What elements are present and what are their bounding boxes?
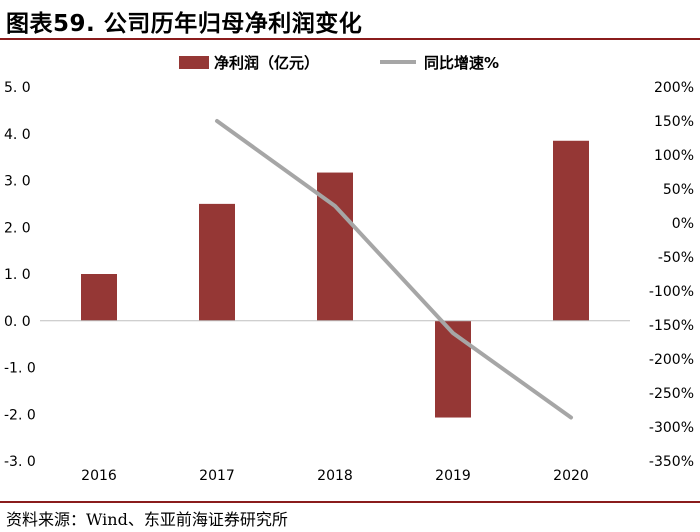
legend-bar-swatch [179,56,209,69]
bar-2017 [199,203,235,321]
legend-bar-label: 净利润（亿元） [214,54,319,72]
left-tick-label: -3. 0 [4,454,36,470]
right-tick-label: -250% [649,386,694,402]
line-point-2019 [451,331,455,335]
right-tick-label: -350% [649,454,694,470]
x-tick-label: 2016 [81,468,117,484]
x-tick-label: 2019 [435,468,471,484]
left-axis: 5. 0 4. 0 3. 0 2. 0 1. 0 0. 0 -1. 0 -2. 0 -3. 0 [4,80,36,470]
x-tick-label: 2018 [317,468,353,484]
left-tick-label: 4. 0 [4,127,31,143]
left-tick-label: 3. 0 [4,174,31,190]
right-axis: 200% 150% 100% 50% 0% -50% -100% -150% -200% -250… [649,80,694,470]
right-tick-label: -100% [649,284,694,300]
source-divider [0,501,700,503]
left-tick-label: 5. 0 [4,80,31,96]
left-tick-label: 2. 0 [4,220,31,236]
right-tick-label: -150% [649,318,694,334]
title-divider [0,38,700,40]
right-tick-label: 200% [654,80,694,96]
bar-2020 [553,140,589,321]
x-tick-label: 2020 [553,468,589,484]
line-point-2020 [569,415,573,419]
x-axis: 2016 2017 2018 2019 2020 [81,468,589,484]
right-tick-label: -50% [658,250,694,266]
legend: 净利润（亿元） 同比增速% [179,54,499,72]
left-tick-label: 0. 0 [4,314,31,330]
bar-series [81,140,589,418]
line-point-2017 [215,119,219,123]
legend-line-label: 同比增速% [424,54,499,72]
left-tick-label: -1. 0 [4,361,36,377]
right-tick-label: 0% [672,216,694,232]
line-series [215,119,573,420]
right-tick-label: -200% [649,352,694,368]
right-tick-label: 100% [654,148,694,164]
x-tick-label: 2017 [199,468,235,484]
right-tick-label: 150% [654,114,694,130]
figure-title: 图表59. 公司历年归母净利润变化 [6,11,363,37]
left-tick-label: 1. 0 [4,267,31,283]
source-note: 资料来源：Wind、东亚前海证券研究所 [6,510,288,529]
bar-2019 [435,320,471,418]
right-tick-label: 50% [663,182,694,198]
bar-2016 [81,274,117,321]
line-point-2018 [333,204,337,208]
right-tick-label: -300% [649,420,694,436]
growth-rate-line [215,119,573,420]
left-tick-label: -2. 0 [4,407,36,423]
